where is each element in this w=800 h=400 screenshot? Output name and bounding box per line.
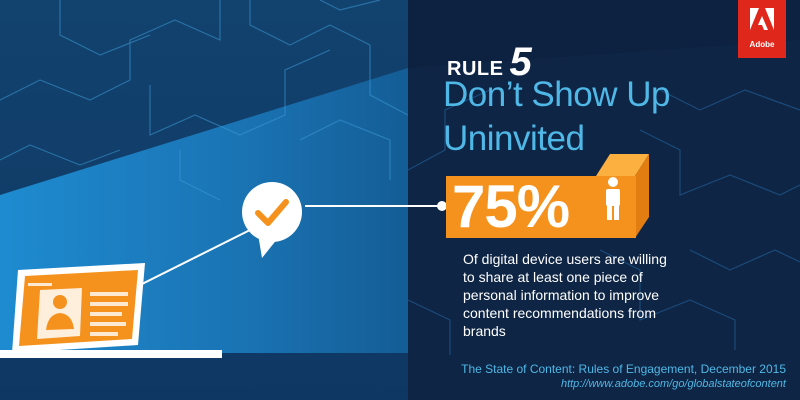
headline-line-2: Uninvited (443, 119, 585, 158)
source-title: The State of Content: Rules of Engagemen… (461, 362, 786, 376)
adobe-wordmark: Adobe (749, 40, 775, 49)
stat-box (446, 154, 649, 238)
headline-line-1: Don’t Show Up (443, 75, 670, 114)
connector-dot (437, 201, 447, 211)
adobe-logo-mark (750, 8, 774, 30)
person-icon (606, 177, 620, 220)
rule-number: 5 (509, 40, 532, 84)
stat-description: Of digital device users are willing to s… (463, 251, 667, 339)
rule-label: RULE (447, 58, 504, 80)
circuit-lines-right (407, 89, 800, 355)
source-url-link[interactable]: http://www.adobe.com/go/globalstateofcon… (560, 378, 786, 390)
stat-value: 75% (452, 173, 570, 240)
laptop-profile-icon (0, 263, 222, 358)
checkmark-speech-bubble-icon (242, 182, 302, 258)
rule-heading: RULE 5 (447, 40, 532, 85)
adobe-logo: Adobe (738, 0, 786, 58)
headline: Don’t Show Up Uninvited (443, 73, 783, 161)
circuit-lines (0, 0, 409, 201)
